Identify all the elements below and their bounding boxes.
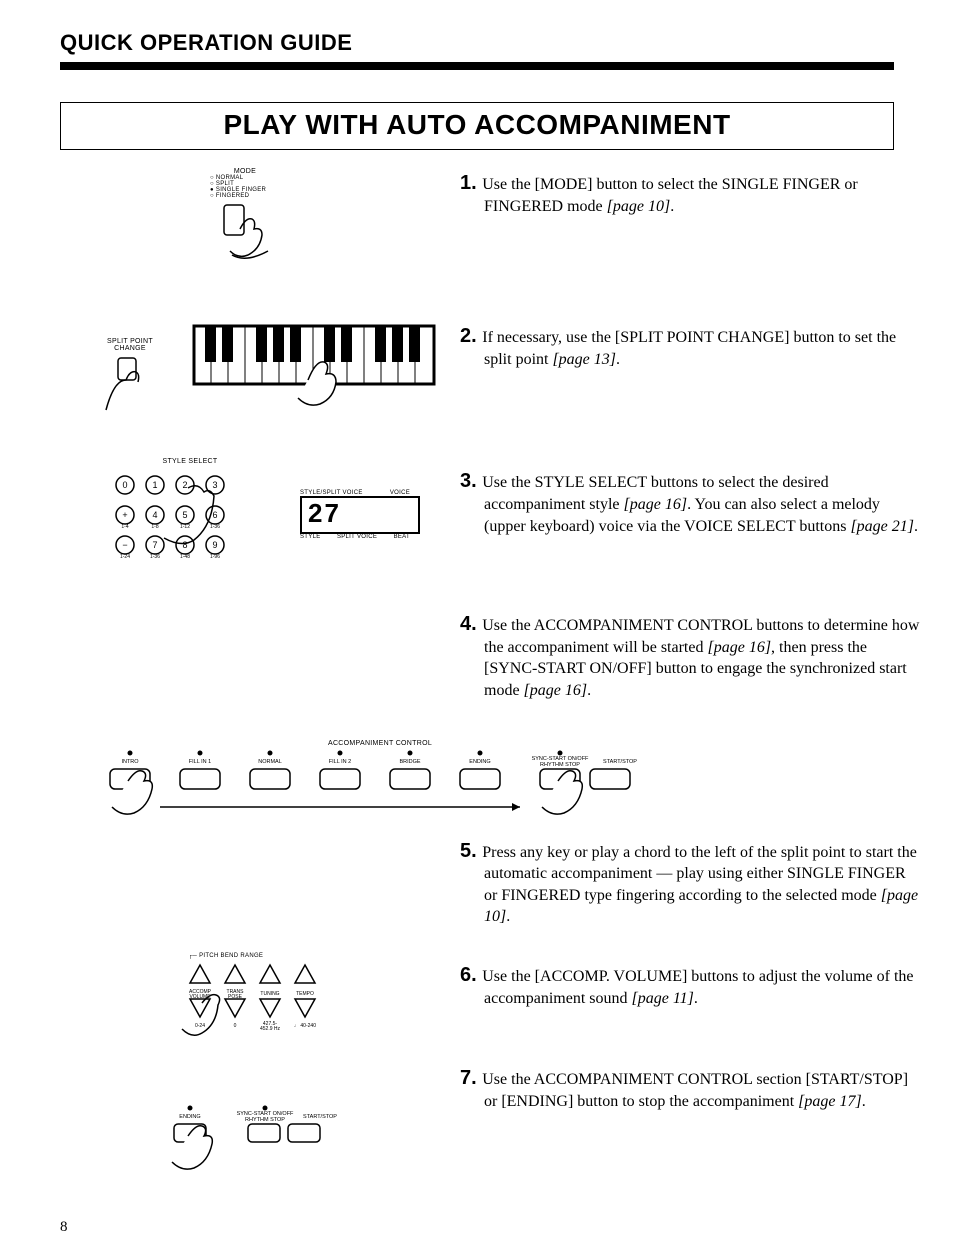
page-number: 8 (60, 1219, 68, 1236)
display-top-left: STYLE/SPLIT VOICE (300, 490, 363, 496)
split-point-label: SPLIT POINT CHANGE (100, 338, 160, 352)
svg-text:BRIDGE: BRIDGE (399, 759, 420, 765)
step-5: 5. Press any key or play a chord to the … (460, 840, 920, 928)
step-number: 1 (460, 172, 471, 194)
svg-text:6: 6 (212, 510, 217, 520)
step-text: Use the STYLE SELECT buttons to select t… (482, 474, 918, 534)
display-panel: STYLE/SPLIT VOICE VOICE 27 STYLE SPLIT V… (300, 490, 420, 540)
section-title: PLAY WITH AUTO ACCOMPANIMENT (223, 109, 730, 140)
step-7: 7. Use the ACCOMPANIMENT CONTROL section… (460, 1067, 920, 1112)
svg-text:1-12: 1-12 (180, 524, 190, 530)
step-4: 4. Use the ACCOMPANIMENT CONTROL buttons… (460, 613, 920, 701)
svg-text:−: − (122, 540, 127, 550)
svg-text:4: 4 (152, 510, 157, 520)
svg-text:FILL IN 2: FILL IN 2 (329, 759, 351, 765)
step-text: Use the ACCOMPANIMENT CONTROL buttons to… (482, 617, 919, 699)
svg-text:POSE: POSE (228, 994, 243, 1000)
diagrams-column: MODE ○ NORMAL ○ SPLIT ● SINGLE FINGER ○ … (60, 168, 440, 1208)
svg-text:452.9 Hz: 452.9 Hz (260, 1026, 281, 1032)
horizontal-rule (60, 62, 894, 70)
svg-text:+: + (122, 510, 127, 520)
svg-text:TEMPO: TEMPO (296, 991, 314, 997)
svg-text:5: 5 (182, 510, 187, 520)
svg-text:3: 3 (212, 480, 217, 490)
svg-text:START/STOP: START/STOP (303, 1114, 337, 1120)
svg-text:9: 9 (212, 540, 217, 550)
svg-text:0: 0 (234, 1023, 237, 1029)
svg-text:1-36: 1-36 (210, 524, 220, 530)
step-number: 3 (460, 470, 471, 492)
svg-text:1-36: 1-36 (150, 554, 160, 560)
mode-title: MODE (210, 168, 280, 175)
step-text: If necessary, use the [SPLIT POINT CHANG… (482, 329, 896, 368)
step-6: 6. Use the [ACCOMP. VOLUME] buttons to a… (460, 964, 920, 1009)
svg-text:0: 0 (122, 480, 127, 490)
guide-title: QUICK OPERATION GUIDE (60, 30, 894, 56)
svg-text:TUNING: TUNING (260, 991, 279, 997)
step-text: Use the ACCOMPANIMENT CONTROL section [S… (482, 1071, 908, 1110)
step-3: 3. Use the STYLE SELECT buttons to selec… (460, 470, 920, 537)
pitch-bend-panel: ┌─ PITCH BEND RANGE ACCOMPVOLUME TRANSPO… (180, 953, 360, 1049)
steps-column: 1. Use the [MODE] button to select the S… (460, 168, 920, 1148)
content-area: MODE ○ NORMAL ○ SPLIT ● SINGLE FINGER ○ … (60, 168, 894, 1208)
style-select-buttons-icon: 0 1 2 3 + 4 5 6 − 7 8 9 1-4 1-8 1-12 1-36 1… (110, 470, 290, 590)
step-text: Use the [MODE] button to select the SING… (482, 176, 858, 215)
svg-text:2: 2 (182, 480, 187, 490)
step-1: 1. Use the [MODE] button to select the S… (460, 172, 920, 217)
step-number: 7 (460, 1067, 471, 1089)
stop-panel: ENDING SYNC-START ON/OFF RHYTHM STOP STA… (170, 1098, 390, 1178)
display-top-right: VOICE (390, 490, 410, 496)
style-select-label: STYLE SELECT (140, 458, 240, 465)
section-title-box: PLAY WITH AUTO ACCOMPANIMENT (60, 102, 894, 150)
svg-text:1-8: 1-8 (151, 524, 158, 530)
step-number: 5 (460, 840, 471, 862)
display-value: 27 (300, 496, 420, 534)
pitch-bend-knobs-icon: ACCOMPVOLUME TRANSPOSE TUNINGTEMPO 0-240… (180, 959, 360, 1049)
step-2: 2. If necessary, use the [SPLIT POINT CH… (460, 325, 920, 370)
manual-page: QUICK OPERATION GUIDE PLAY WITH AUTO ACC… (0, 0, 954, 1250)
step-number: 2 (460, 325, 471, 347)
mode-button-hand-icon (210, 199, 280, 279)
svg-text:1-4: 1-4 (121, 524, 128, 530)
svg-text:FILL IN 1: FILL IN 1 (189, 759, 211, 765)
svg-text:1-24: 1-24 (120, 554, 130, 560)
step-number: 6 (460, 964, 471, 986)
svg-text:ENDING: ENDING (179, 1114, 200, 1120)
step-number: 4 (460, 613, 471, 635)
svg-text:1: 1 (152, 480, 157, 490)
svg-text:RHYTHM STOP: RHYTHM STOP (245, 1117, 285, 1123)
stop-buttons-icon: ENDING SYNC-START ON/OFF RHYTHM STOP STA… (170, 1098, 390, 1178)
step-text: Press any key or play a chord to the lef… (482, 844, 918, 926)
step-text: Use the [ACCOMP. VOLUME] buttons to adju… (482, 968, 913, 1007)
svg-text:1-96: 1-96 (210, 554, 220, 560)
svg-text:NORMAL: NORMAL (258, 759, 282, 765)
svg-text:INTRO: INTRO (121, 759, 139, 765)
svg-text:8: 8 (182, 540, 187, 550)
svg-text:♩ 40-240: ♩ 40-240 (294, 1023, 316, 1029)
keyboard-icon (190, 318, 440, 408)
svg-text:1-48: 1-48 (180, 554, 190, 560)
split-point-button-hand-icon (100, 352, 170, 422)
svg-text:0-24: 0-24 (195, 1023, 205, 1029)
mode-panel: MODE ○ NORMAL ○ SPLIT ● SINGLE FINGER ○ … (210, 168, 280, 279)
split-point-label-box: SPLIT POINT CHANGE (100, 338, 170, 422)
svg-text:7: 7 (152, 540, 157, 550)
